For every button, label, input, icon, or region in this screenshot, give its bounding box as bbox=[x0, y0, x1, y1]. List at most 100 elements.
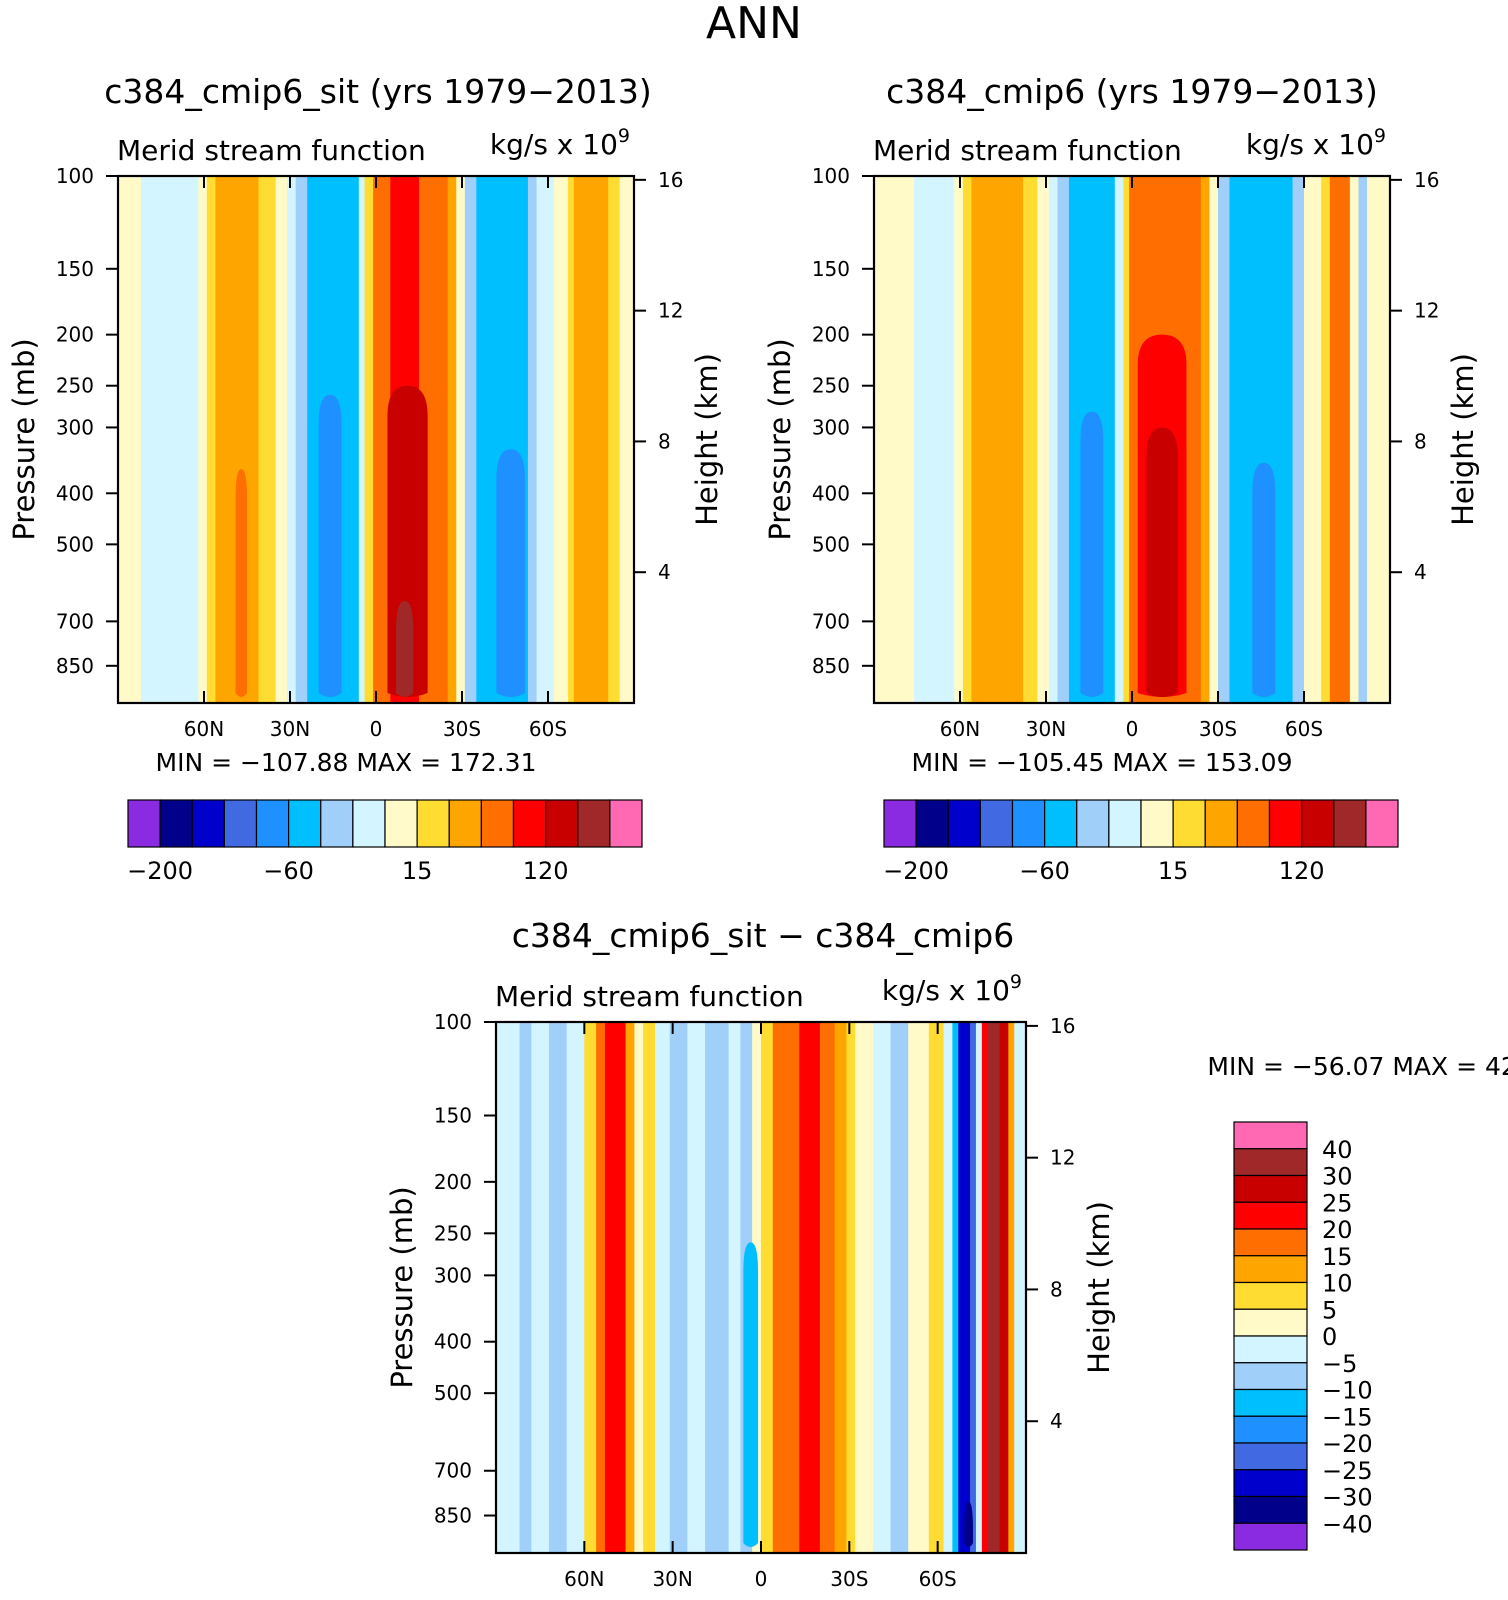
contour-band bbox=[687, 1022, 706, 1553]
colorbar-label: −30 bbox=[1322, 1484, 1373, 1512]
colorbar-label: −60 bbox=[263, 857, 314, 885]
contour-band bbox=[1200, 176, 1210, 703]
contour-field bbox=[496, 1022, 1026, 1553]
contour-core bbox=[1252, 462, 1276, 697]
contour-band bbox=[855, 1022, 874, 1553]
contour-band bbox=[728, 1022, 741, 1553]
contour-band bbox=[1057, 176, 1070, 703]
contour-band bbox=[1209, 176, 1219, 703]
contour-band bbox=[364, 176, 374, 703]
contour-band bbox=[999, 1022, 1009, 1553]
contour-band bbox=[928, 1022, 945, 1553]
height-tick-label: 16 bbox=[1414, 168, 1439, 192]
contour-band bbox=[971, 176, 1024, 703]
contour-band bbox=[761, 1022, 774, 1553]
y-tick-label: 400 bbox=[56, 481, 94, 505]
x-tick-label: 60S bbox=[1285, 717, 1323, 741]
contour-core bbox=[496, 449, 526, 697]
height-tick-label: 4 bbox=[658, 560, 671, 584]
x-tick-label: 60N bbox=[184, 717, 224, 741]
colorbar-swatch bbox=[915, 799, 949, 848]
colorbar-swatch bbox=[1365, 799, 1399, 848]
y-tick-label: 150 bbox=[434, 1104, 472, 1128]
colorbar-label: 15 bbox=[402, 857, 433, 885]
y-axis-title: Pressure (mb) bbox=[385, 1186, 419, 1388]
colorbar-label: 120 bbox=[1279, 857, 1325, 885]
y-tick-label: 700 bbox=[56, 609, 94, 633]
contour-band bbox=[958, 1022, 971, 1553]
y-tick-label: 150 bbox=[56, 257, 94, 281]
contour-band bbox=[573, 176, 609, 703]
colorbar-label: −10 bbox=[1322, 1377, 1373, 1405]
y-tick-label: 300 bbox=[812, 415, 850, 439]
y-axis-title: Pressure (mb) bbox=[763, 338, 797, 540]
colorbar-swatch bbox=[1233, 1495, 1308, 1524]
contour-band bbox=[1329, 176, 1351, 703]
colorbar-swatch bbox=[223, 799, 258, 848]
contour-band bbox=[819, 1022, 836, 1553]
contour-band bbox=[625, 1022, 635, 1553]
contour-core bbox=[396, 600, 414, 697]
colorbar-swatch bbox=[1140, 799, 1174, 848]
contour-band bbox=[874, 176, 915, 703]
contour-band bbox=[975, 1022, 983, 1553]
x-tick-label: 30S bbox=[830, 1567, 868, 1591]
contour-band bbox=[1008, 1022, 1015, 1553]
panel-sit: 60N 30N 0 30S 60S 100 150 200 250 300 400 500 700 850… bbox=[7, 72, 724, 885]
contour-band bbox=[1292, 176, 1305, 703]
x-tick-label: 60S bbox=[529, 717, 567, 741]
colorbar-swatch bbox=[255, 799, 290, 848]
contour-band bbox=[952, 1022, 959, 1553]
contour-band bbox=[799, 1022, 821, 1553]
y-tick-label: 850 bbox=[434, 1504, 472, 1528]
units-string: kg/s x 109 bbox=[882, 971, 1022, 1007]
colorbar-swatch bbox=[1233, 1415, 1308, 1444]
colorbar-swatch bbox=[1233, 1442, 1308, 1471]
contour-band bbox=[954, 176, 964, 703]
contour-band bbox=[373, 176, 391, 703]
x-tick-label: 0 bbox=[1126, 717, 1139, 741]
contour-band bbox=[464, 176, 477, 703]
colorbar-swatch bbox=[416, 799, 450, 848]
y-axis-title-right: Height (km) bbox=[1446, 353, 1480, 526]
contour-band bbox=[705, 1022, 730, 1553]
contour-band bbox=[287, 176, 297, 703]
min-max-stats: MIN = −56.07 MAX = 42.48 bbox=[1207, 1052, 1508, 1081]
colorbar-label: −5 bbox=[1322, 1350, 1357, 1378]
contour-band bbox=[140, 176, 199, 703]
contour-field bbox=[118, 176, 634, 703]
colorbar-swatch bbox=[577, 799, 611, 848]
colorbar-swatch bbox=[1233, 1148, 1308, 1177]
contour-band bbox=[275, 176, 288, 703]
contour-band bbox=[531, 1022, 550, 1553]
y-tick-label: 100 bbox=[56, 164, 94, 188]
contour-band bbox=[1014, 1022, 1026, 1553]
colorbar-label: 30 bbox=[1322, 1163, 1353, 1191]
y-tick-label: 100 bbox=[812, 164, 850, 188]
colorbar-swatch bbox=[1011, 799, 1046, 848]
contour-band bbox=[527, 176, 538, 703]
contour-band bbox=[619, 176, 634, 703]
colorbar-swatch bbox=[1233, 1362, 1308, 1391]
contour-band bbox=[604, 1022, 627, 1553]
y-tick-label: 500 bbox=[56, 532, 94, 556]
colorbar-swatch bbox=[480, 799, 515, 848]
contour-band bbox=[834, 1022, 847, 1553]
panel-title: c384_cmip6_sit − c384_cmip6 bbox=[512, 916, 1015, 955]
contour-band bbox=[908, 1022, 930, 1553]
contour-band bbox=[1114, 176, 1124, 703]
colorbar-label: 0 bbox=[1322, 1323, 1337, 1351]
colorbar-swatch bbox=[1233, 1228, 1308, 1257]
colorbar-swatch bbox=[448, 799, 482, 848]
left-string: Merid stream function bbox=[495, 980, 804, 1013]
contour-band bbox=[1037, 176, 1050, 703]
contour-band bbox=[584, 1022, 597, 1553]
colorbar-swatch bbox=[127, 799, 161, 848]
x-tick-label: 0 bbox=[755, 1567, 768, 1591]
colorbar-swatch bbox=[1301, 799, 1335, 848]
min-max-stats: MIN = −107.88 MAX = 172.31 bbox=[156, 748, 537, 777]
colorbar-label: −200 bbox=[127, 857, 193, 885]
colorbar-swatch bbox=[1204, 799, 1238, 848]
